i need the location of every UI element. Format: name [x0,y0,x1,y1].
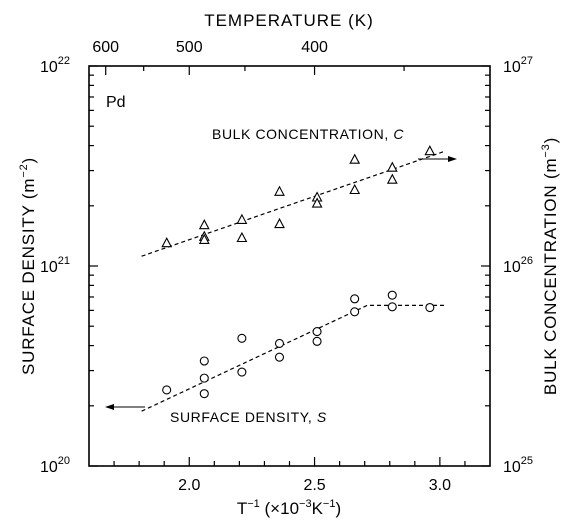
top-tick-label: 400 [301,39,328,56]
arrow-surface-left-axis [105,404,145,410]
circle-point [199,356,209,366]
circle-point [425,302,435,313]
tick-marks [89,65,490,467]
triangle-point [274,185,285,196]
triangle-point [198,233,210,244]
x-axis-label: T−1 (×10−3K−1) [237,498,341,518]
left-tick-label: 1021 [40,255,70,276]
left-tick-label: 1022 [40,55,70,76]
right-tick-label: 1025 [503,455,533,476]
left-axis-label: SURFACE DENSITY (m−2) [18,157,38,375]
circle-point [274,338,285,348]
triangle-point [236,213,248,224]
right-tick-label: 1027 [503,55,533,76]
right-tick-label: 1026 [503,255,533,276]
fit-line-triangle [141,150,446,257]
circle-point [199,373,209,383]
series-label-bulk: BULK CONCENTRATION, C [212,126,404,142]
circle-point [387,290,397,300]
material-label: Pd [106,94,126,111]
triangle-point [274,217,285,229]
triangle-point [349,183,361,195]
right-axis-label: BULK CONCENTRATION (m−3) [540,137,560,395]
tick-labels: 2.0 2.5 3.0 600 500 400 1020 1021 1022 1025 1026 10… [40,39,533,494]
circle-point [237,333,247,343]
top-tick-label: 600 [92,39,119,56]
circle-point [237,367,247,377]
series-label-surface: SURFACE DENSITY, S [170,409,327,425]
triangle-point [161,237,173,248]
top-axis-title: TEMPERATURE (K) [204,11,374,30]
triangle-point [386,161,398,172]
x-tick-label: 2.5 [303,477,325,494]
fit-lines [141,150,446,412]
arrow-bulk-right-axis [418,156,457,162]
circle-point [350,294,360,304]
triangle-point [386,173,398,184]
circle-point [162,385,172,395]
triangle-point [349,153,361,164]
circle-point [199,389,209,399]
circle-point [312,336,322,346]
top-tick-label: 500 [176,39,203,56]
x-tick-label: 2.0 [178,477,200,494]
circle-point [312,327,322,337]
circle-point [387,302,397,312]
x-tick-label: 3.0 [429,477,451,494]
circle-point [350,307,360,317]
triangle-point [236,231,248,243]
triangle-point [311,197,323,208]
triangle-point [424,145,436,156]
fit-line-circle [141,304,445,412]
left-tick-label: 1020 [40,455,70,476]
triangle-point [198,219,210,230]
data-points [161,145,436,399]
circle-point [274,352,285,362]
